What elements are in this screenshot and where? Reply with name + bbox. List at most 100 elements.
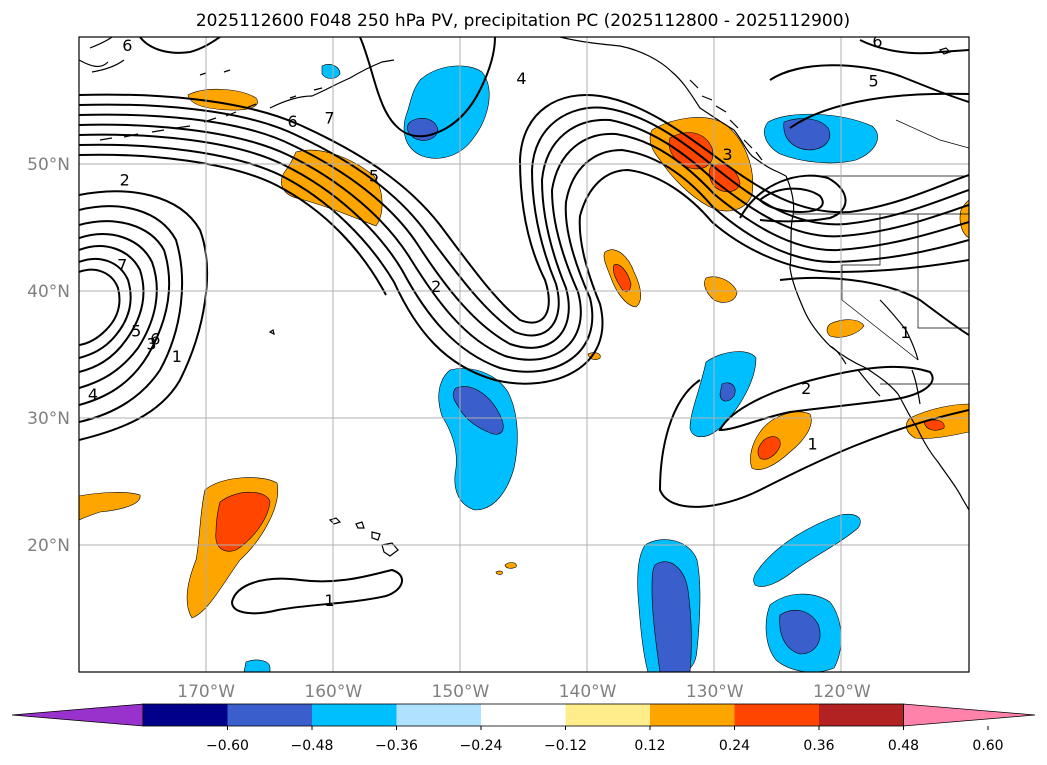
contour-label: 4: [88, 385, 98, 404]
contour-label: 2: [120, 171, 130, 190]
precip-negative-region: [321, 64, 341, 79]
x-tick-label: 160°W: [304, 682, 362, 702]
pv-contour: [718, 365, 934, 432]
precipitation-fill-layer: [79, 64, 969, 672]
colorbar-tick-label: −0.36: [375, 738, 418, 754]
pv-contour: [789, 92, 969, 129]
coastline: [689, 79, 763, 161]
chart-title: 2025112600 F048 250 hPa PV, precipitatio…: [196, 11, 850, 31]
pv-contour: [79, 153, 387, 296]
contour-label: 6: [122, 36, 132, 55]
colorbar: −0.60 −0.48 −0.36 −0.24 −0.12 0.12 0.24 0.36 0.4…: [11, 703, 1036, 754]
pv-contour: [139, 37, 221, 54]
island: [328, 517, 399, 557]
contour-label: 6: [150, 329, 160, 348]
island: [268, 329, 275, 336]
colorbar-tick-label: 0.36: [803, 738, 834, 754]
coastline: [829, 345, 881, 397]
colorbar-tick-label: 0.24: [719, 738, 750, 754]
precip-positive-region: [704, 276, 738, 303]
x-tick-label: 140°W: [559, 682, 617, 702]
pv-contour: [79, 268, 121, 346]
contour-label: 7: [324, 108, 334, 127]
colorbar-segment: [143, 704, 228, 726]
pv-contour: [230, 568, 403, 615]
coastline: [879, 299, 921, 405]
y-tick-label: 30°N: [27, 409, 70, 429]
pv-contour-layer: [79, 37, 969, 615]
gridlines: [79, 37, 969, 672]
pv-contour: [79, 245, 145, 373]
pv-contour: [79, 257, 132, 359]
contour-label: 1: [324, 591, 334, 610]
contour-label: 2: [431, 277, 441, 296]
colorbar-segment: [312, 704, 397, 726]
pv-contour: [79, 123, 969, 361]
colorbar-tick-label: 0.48: [888, 738, 919, 754]
colorbar-segment: [481, 704, 566, 726]
precip-positive-region: [613, 264, 632, 293]
precip-positive-region: [504, 562, 517, 569]
precip-positive-region: [215, 491, 271, 552]
colorbar-tick-label: 0.60: [972, 738, 1003, 754]
x-tick-label: 120°W: [813, 682, 871, 702]
colorbar-tick-label: −0.24: [460, 738, 503, 754]
precip-negative-region: [753, 513, 861, 587]
coastline: [79, 37, 125, 73]
x-tick-label: 130°W: [686, 682, 744, 702]
colorbar-segment: [565, 704, 651, 726]
contour-label: 6: [288, 112, 298, 131]
contour-label: 4: [516, 69, 526, 88]
colorbar-frame: [142, 703, 904, 727]
colorbar-segment: [227, 704, 313, 726]
contour-label: 5: [131, 322, 141, 341]
pv-contour: [79, 220, 171, 406]
coastline: [785, 175, 969, 511]
precip-negative-region: [719, 382, 736, 402]
precip-positive-region: [757, 436, 781, 460]
contour-label: 1: [172, 347, 182, 366]
map-frame: [78, 36, 970, 673]
coastline: [559, 37, 787, 177]
precip-negative-region: [783, 118, 830, 151]
y-tick-label: 50°N: [27, 155, 70, 175]
colorbar-segment: [819, 704, 904, 726]
state-border: [794, 213, 969, 361]
precip-positive-region: [826, 319, 865, 338]
precip-positive-region: [495, 570, 503, 575]
precip-negative-region: [243, 659, 271, 672]
pv-contour: [758, 187, 824, 214]
precip-positive-region: [959, 199, 969, 239]
colorbar-tick-label: −0.48: [291, 738, 334, 754]
axis-labels: 170°W 160°W 150°W 140°W 130°W 120°W 50°N 40°N 30…: [27, 155, 871, 702]
contour-label: 6: [872, 32, 882, 51]
colorbar-tick-label: 0.12: [634, 738, 665, 754]
pv-contour: [779, 276, 969, 336]
pv-contour: [739, 174, 847, 223]
contour-label: 3: [722, 145, 732, 164]
colorbar-segment: [396, 704, 482, 726]
contour-label: 1: [900, 323, 910, 342]
contour-label: 5: [869, 71, 879, 90]
pv-contour: [79, 143, 969, 385]
x-tick-label: 150°W: [432, 682, 490, 702]
precip-negative-region: [779, 609, 821, 655]
colorbar-segment: [650, 704, 735, 726]
contour-label: 5: [369, 167, 379, 186]
border-layer: [794, 119, 969, 385]
precip-positive-region: [79, 492, 141, 521]
contour-label: 3: [146, 334, 156, 353]
precip-negative-region: [651, 561, 692, 672]
pv-contour: [769, 64, 969, 103]
contour-label: 2: [801, 379, 811, 398]
y-tick-label: 20°N: [27, 536, 70, 556]
pv-contour: [79, 190, 209, 441]
precip-negative-region: [452, 386, 504, 435]
pv-contour: [79, 93, 969, 324]
pv-contour: [658, 379, 969, 508]
pv-contour: [359, 37, 496, 138]
country-border: [880, 119, 969, 385]
